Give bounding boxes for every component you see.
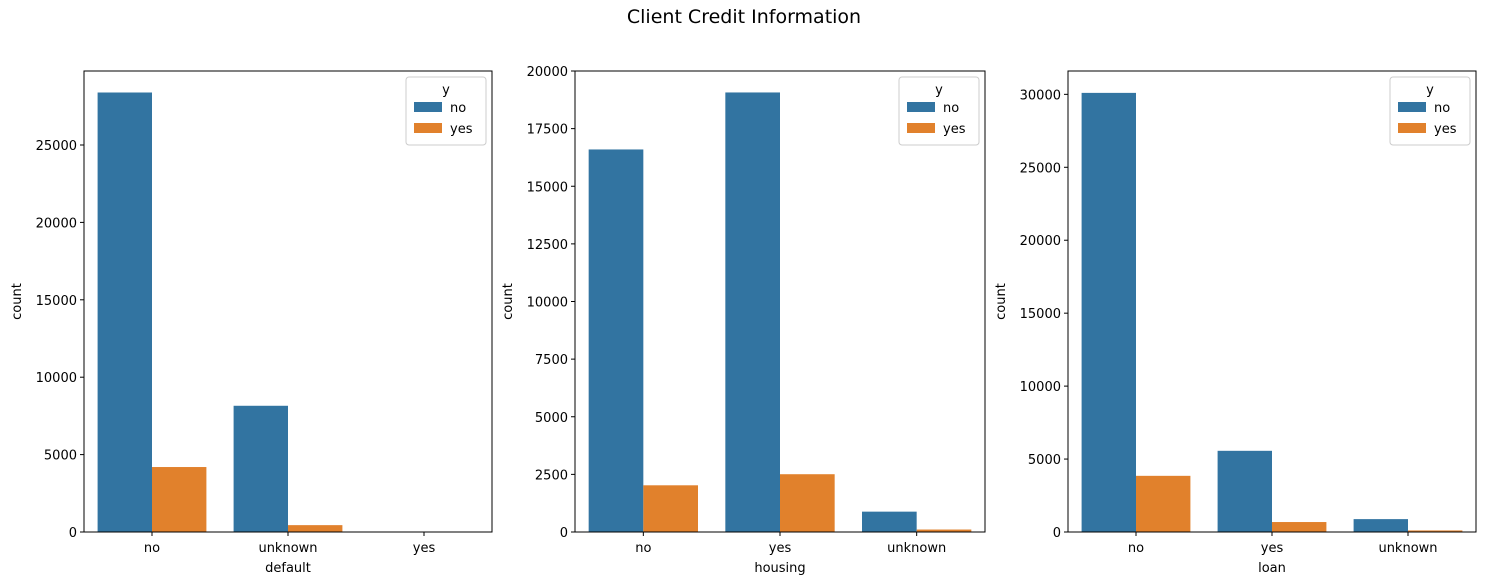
bar-no-unknown [1353, 519, 1408, 532]
y-tick-label: 0 [69, 526, 77, 541]
legend-label-no: no [1434, 101, 1450, 116]
bar-no-no [97, 92, 152, 532]
y-tick-label: 5000 [44, 449, 77, 464]
legend-label-yes: yes [450, 122, 473, 137]
legend: yno yes [1389, 76, 1471, 146]
y-axis-label: count [501, 283, 516, 320]
y-tick-label: 2500 [535, 468, 568, 483]
y-tick-label: 5000 [535, 411, 568, 426]
x-tick-label: yes [1261, 541, 1284, 556]
bar-yes-yes [1272, 522, 1327, 532]
legend-label-yes: yes [1434, 122, 1457, 137]
legend-title: y [1426, 83, 1434, 98]
legend-swatch-yes [907, 123, 935, 133]
y-axis-label: count [10, 283, 25, 320]
y-tick-label: 30000 [1020, 88, 1061, 103]
subplot-3: 0 5000 10000 15000 20000 25000 30000 no yes unkno… [994, 70, 1477, 576]
bar-no-yes [725, 92, 780, 533]
bar-yes-yes [780, 474, 835, 532]
x-tick-label: no [1128, 541, 1144, 556]
y-tick-label: 25000 [36, 139, 77, 154]
legend-title: y [935, 83, 943, 98]
x-axis-label: default [265, 561, 311, 576]
x-tick-label: unknown [258, 541, 317, 556]
y-tick-label: 10000 [36, 371, 77, 386]
x-tick-label: unknown [1378, 541, 1437, 556]
x-axis-label: loan [1258, 561, 1286, 576]
y-tick-label: 15000 [1020, 307, 1061, 322]
x-tick-label: unknown [887, 541, 946, 556]
legend: yno yes [405, 76, 487, 146]
y-tick-label: 0 [560, 526, 568, 541]
y-tick-label: 7500 [535, 353, 568, 368]
bar-yes-unknown [1408, 530, 1463, 532]
legend-swatch-yes [1398, 123, 1426, 133]
y-tick-label: 20000 [36, 216, 77, 231]
y-tick-label: 10000 [527, 296, 568, 311]
bar-yes-unknown [916, 529, 972, 532]
y-tick-label: 15000 [527, 180, 568, 195]
y-tick-label: 17500 [527, 123, 568, 138]
legend-title: y [442, 83, 450, 98]
x-tick-label: yes [769, 541, 792, 556]
subplot-2: 0 2500 5000 7500 10000 12500 15000 17500 20000 no… [501, 65, 986, 576]
bar-yes-unknown [288, 525, 343, 532]
y-tick-label: 10000 [1020, 380, 1061, 395]
bar-no-unknown [862, 511, 917, 532]
bar-yes-no [1136, 475, 1191, 532]
y-tick-label: 20000 [1020, 234, 1061, 249]
y-tick-label: 15000 [36, 294, 77, 309]
bar-no-yes [1217, 450, 1272, 532]
y-tick-label: 12500 [527, 238, 568, 253]
legend-label-no: no [943, 101, 959, 116]
y-tick-label: 0 [1053, 526, 1061, 541]
y-axis-label: count [994, 283, 1009, 320]
legend-swatch-no [414, 102, 442, 112]
bar-no-no [588, 149, 644, 532]
x-tick-label: no [635, 541, 651, 556]
legend: yno yes [898, 76, 980, 146]
bar-no-unknown [233, 405, 288, 532]
legend-label-no: no [450, 101, 466, 116]
y-tick-label: 5000 [1028, 453, 1061, 468]
legend-swatch-no [1398, 102, 1426, 112]
x-tick-label: yes [413, 541, 436, 556]
x-tick-label: no [144, 541, 160, 556]
figure-title: Client Credit Information [626, 6, 862, 28]
bar-yes-no [152, 467, 207, 532]
y-tick-label: 25000 [1020, 161, 1061, 176]
bar-yes-no [643, 485, 698, 532]
bar-no-no [1081, 92, 1136, 533]
legend-swatch-yes [414, 123, 442, 133]
legend-label-yes: yes [943, 122, 966, 137]
x-axis-label: housing [754, 561, 805, 576]
y-tick-label: 20000 [527, 65, 568, 80]
legend-swatch-no [907, 102, 935, 112]
subplot-1: 0 5000 10000 15000 20000 25000 no unknown yes def… [10, 70, 493, 576]
